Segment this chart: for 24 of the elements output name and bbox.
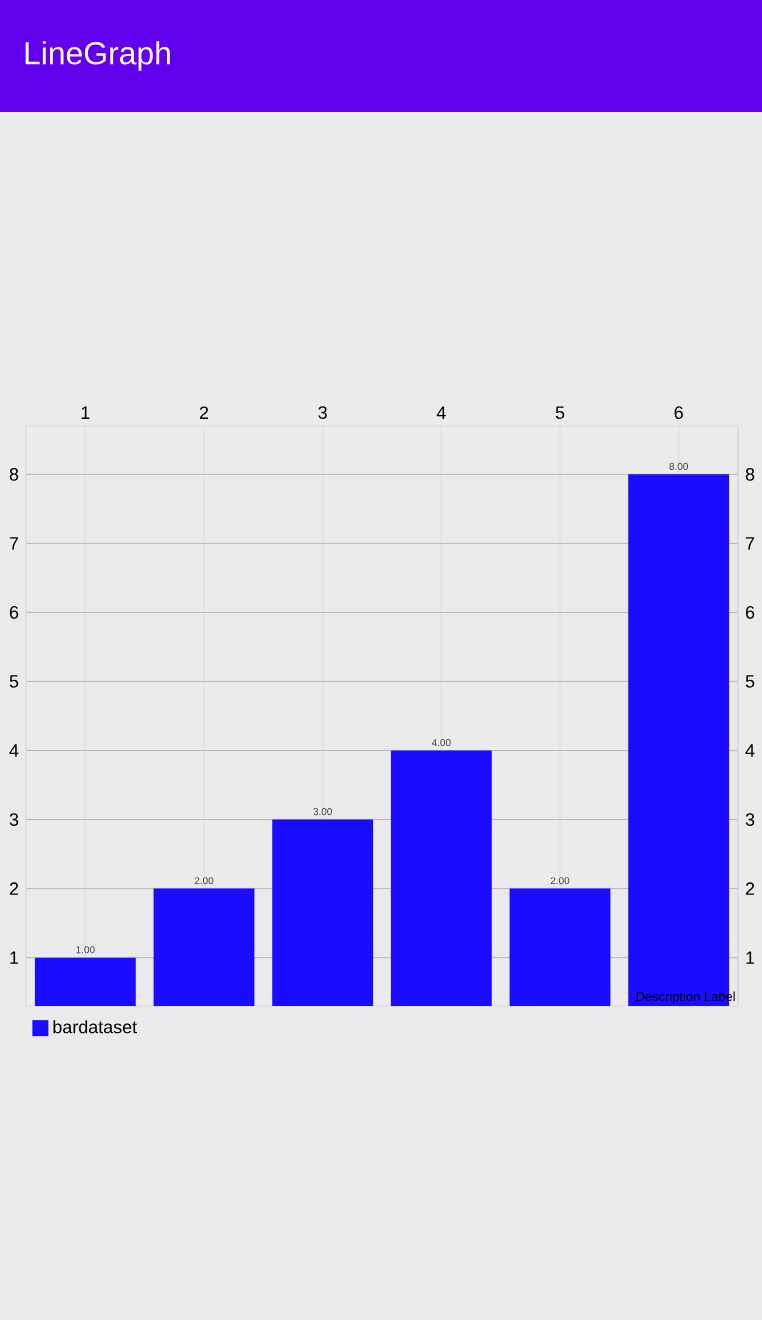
y2-tick-label: 6 [745, 606, 755, 619]
y2-tick-label: 7 [745, 537, 755, 550]
y-tick-label: 3 [9, 813, 19, 826]
y-tick-label: 4 [9, 744, 19, 757]
y2-tick-label: 8 [745, 467, 755, 481]
y-tick-label: 2 [9, 882, 19, 895]
y2-tick-label: 4 [745, 744, 755, 757]
chart-title: LineGraph [25, 41, 170, 71]
y-tick-label: 8 [9, 467, 19, 481]
legend-label: bardataset [53, 1020, 137, 1034]
x-tick-label: 1 [81, 406, 90, 419]
x-tick-label: 2 [199, 406, 209, 419]
y2-tick-label: 3 [745, 813, 755, 826]
y-tick-label: 7 [9, 537, 19, 550]
x-tick-label: 5 [555, 406, 565, 419]
y-tick-label: 6 [9, 606, 19, 619]
x-tick-label: 3 [318, 406, 327, 419]
y2-tick-label: 5 [745, 675, 755, 688]
y2-tick-label: 2 [745, 882, 755, 895]
x-tick-label: 4 [436, 406, 446, 419]
y2-tick-label: 1 [746, 951, 755, 964]
x-tick-label: 6 [674, 406, 683, 419]
y-tick-label: 5 [9, 675, 19, 688]
y-tick-label: 1 [10, 951, 19, 964]
